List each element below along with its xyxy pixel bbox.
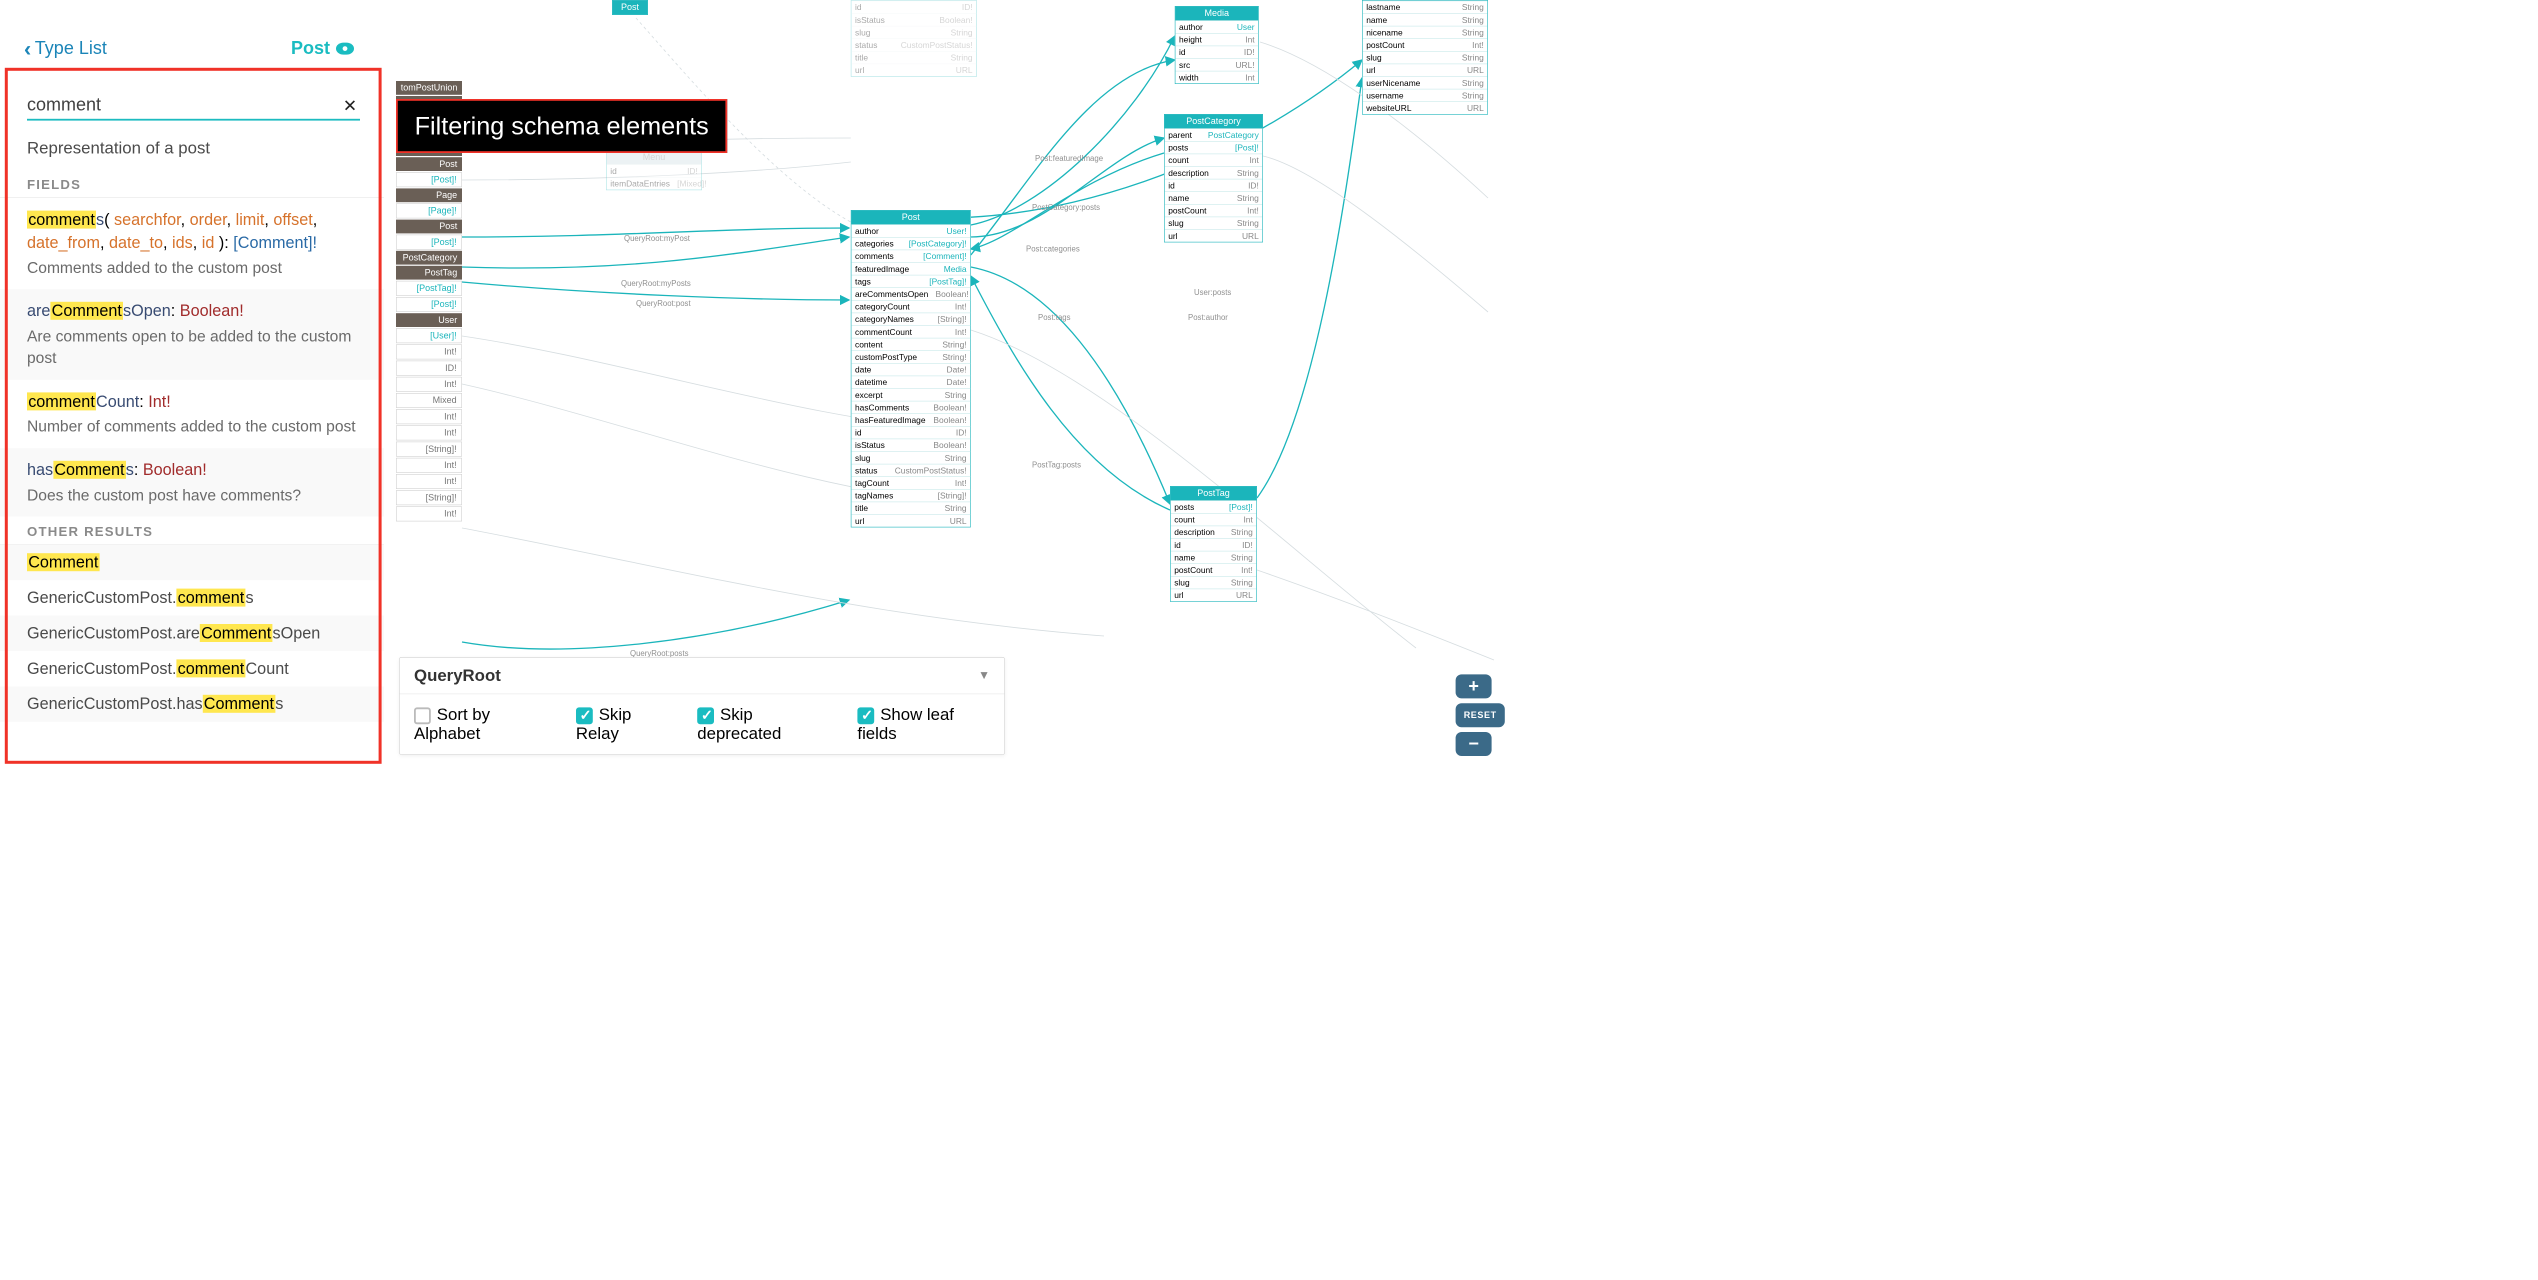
other-result-item[interactable]: GenericCustomPost.commentCount bbox=[0, 651, 384, 686]
type-link-item[interactable]: Mixed bbox=[396, 393, 462, 408]
schema-type-node[interactable]: lastnameStringnameStringnicenameStringpo… bbox=[1362, 0, 1488, 115]
other-result-item[interactable]: GenericCustomPost.hasComments bbox=[0, 686, 384, 721]
type-link-item[interactable]: Page bbox=[396, 188, 462, 202]
annotation-label: Filtering schema elements bbox=[396, 99, 727, 153]
other-results-list: CommentGenericCustomPost.commentsGeneric… bbox=[0, 545, 384, 722]
search-input[interactable] bbox=[27, 91, 360, 120]
edge-label: QueryRoot:myPosts bbox=[621, 279, 691, 288]
eye-icon bbox=[336, 43, 354, 55]
checkbox-icon bbox=[697, 707, 714, 724]
type-link-item[interactable]: [Post]! bbox=[396, 297, 462, 312]
type-link-item[interactable]: Post bbox=[396, 220, 462, 234]
type-link-item[interactable]: [User]! bbox=[396, 328, 462, 343]
field-item[interactable]: hasComments: Boolean!Does the custom pos… bbox=[0, 448, 384, 517]
schema-type-node[interactable]: MediaauthorUserheightIntidID!srcURL!widt… bbox=[1175, 6, 1259, 84]
field-item[interactable]: commentCount: Int!Number of comments add… bbox=[0, 380, 384, 449]
sidebar: ‹ Type List Post ✕ Representation of a p… bbox=[0, 0, 384, 768]
type-link-item[interactable]: PostTag bbox=[396, 266, 462, 280]
current-type-badge[interactable]: Post bbox=[291, 38, 354, 58]
type-link-item[interactable]: User bbox=[396, 313, 462, 327]
zoom-reset-button[interactable]: RESET bbox=[1456, 703, 1505, 727]
schema-type-node[interactable]: Post bbox=[612, 0, 648, 15]
edge-label: User:posts bbox=[1194, 288, 1231, 297]
root-type-label: QueryRoot bbox=[414, 666, 501, 685]
edge-label: Post:tags bbox=[1038, 313, 1071, 322]
checkbox-icon bbox=[576, 707, 593, 724]
type-link-item[interactable]: Int! bbox=[396, 425, 462, 440]
other-result-item[interactable]: GenericCustomPost.comments bbox=[0, 580, 384, 615]
chevron-down-icon: ▼ bbox=[978, 669, 990, 683]
type-link-item[interactable]: [Page]! bbox=[396, 203, 462, 218]
type-link-item[interactable]: [Post]! bbox=[396, 235, 462, 250]
zoom-out-button[interactable]: − bbox=[1456, 732, 1492, 756]
edge-label: PostTag:posts bbox=[1032, 460, 1081, 469]
panel-option[interactable]: Sort by Alphabet bbox=[414, 705, 552, 743]
schema-type-node[interactable]: PostCategoryparentPostCategoryposts[Post… bbox=[1164, 114, 1263, 242]
schema-type-node[interactable]: PostTagposts[Post]!countIntdescriptionSt… bbox=[1170, 486, 1257, 602]
edge-label: QueryRoot:myPost bbox=[624, 234, 690, 243]
type-link-item[interactable]: Post bbox=[396, 157, 462, 171]
current-type-label: Post bbox=[291, 38, 330, 58]
edge-label: Post:featuredImage bbox=[1035, 154, 1103, 163]
type-link-item[interactable]: ID! bbox=[396, 361, 462, 376]
other-result-item[interactable]: Comment bbox=[0, 545, 384, 580]
type-link-item[interactable]: [String]! bbox=[396, 442, 462, 457]
edge-label: PostCategory:posts bbox=[1032, 203, 1100, 212]
schema-type-node[interactable]: MenuidID!itemDataEntries[Mixed]! bbox=[606, 150, 702, 190]
panel-option[interactable]: Skip deprecated bbox=[697, 705, 833, 743]
field-item[interactable]: areCommentsOpen: Boolean!Are comments op… bbox=[0, 289, 384, 379]
zoom-controls: + RESET − bbox=[1456, 674, 1505, 756]
other-results-heading: OTHER RESULTS bbox=[0, 524, 384, 545]
type-link-item[interactable]: [PostTag]! bbox=[396, 281, 462, 296]
panel-option[interactable]: Skip Relay bbox=[576, 705, 673, 743]
type-link-item[interactable]: tomPostUnion bbox=[396, 81, 462, 95]
root-type-selector[interactable]: QueryRoot ▼ bbox=[400, 658, 1005, 695]
zoom-in-button[interactable]: + bbox=[1456, 674, 1492, 698]
checkbox-icon bbox=[857, 707, 874, 724]
fields-heading: FIELDS bbox=[0, 177, 384, 198]
field-item[interactable]: comments( searchfor, order, limit, offse… bbox=[0, 198, 384, 289]
type-description: Representation of a post bbox=[0, 121, 384, 170]
edge-label: QueryRoot:post bbox=[636, 299, 691, 308]
schema-type-node[interactable]: PostauthorUser!categories[PostCategory]!… bbox=[851, 210, 971, 527]
fields-list: comments( searchfor, order, limit, offse… bbox=[0, 198, 384, 517]
type-link-item[interactable]: Int! bbox=[396, 377, 462, 392]
type-link-item[interactable]: Int! bbox=[396, 506, 462, 521]
type-link-item[interactable]: Int! bbox=[396, 344, 462, 359]
checkbox-icon bbox=[414, 707, 431, 724]
chevron-left-icon: ‹ bbox=[24, 36, 31, 61]
back-to-type-list[interactable]: ‹ Type List bbox=[24, 36, 107, 61]
clear-search-icon[interactable]: ✕ bbox=[343, 96, 357, 116]
type-link-item[interactable]: [String]! bbox=[396, 490, 462, 505]
edge-label: Post:author bbox=[1188, 313, 1228, 322]
type-link-item[interactable]: Int! bbox=[396, 474, 462, 489]
edge-label: Post:categories bbox=[1026, 244, 1080, 253]
back-label: Type List bbox=[35, 38, 107, 58]
type-link-item[interactable]: Int! bbox=[396, 409, 462, 424]
type-link-item[interactable]: [Post]! bbox=[396, 172, 462, 187]
type-link-item[interactable]: PostCategory bbox=[396, 251, 462, 265]
schema-type-node[interactable]: idID!isStatusBoolean!slugStringstatusCus… bbox=[851, 0, 977, 77]
panel-option[interactable]: Show leaf fields bbox=[857, 705, 990, 743]
other-result-item[interactable]: GenericCustomPost.areCommentsOpen bbox=[0, 616, 384, 651]
control-panel: QueryRoot ▼ Sort by Alphabet Skip Relay Sk… bbox=[399, 657, 1005, 755]
type-link-item[interactable]: Int! bbox=[396, 458, 462, 473]
